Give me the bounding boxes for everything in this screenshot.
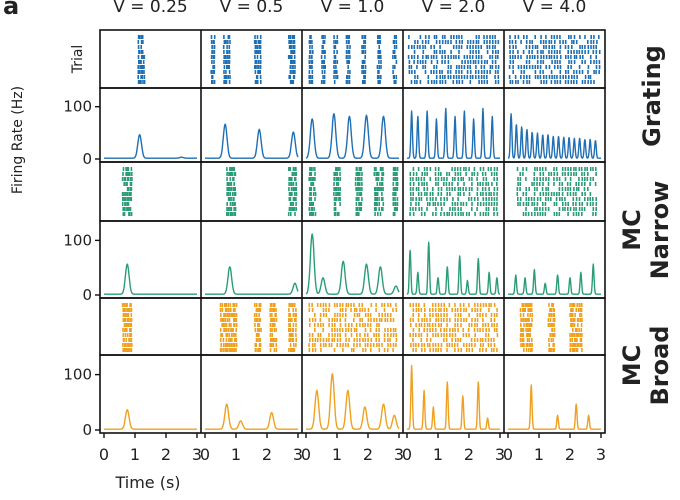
rate-line-0 — [103, 134, 198, 159]
y-axis-label-trial: Trial — [70, 45, 86, 75]
x-tick-label: 2 — [565, 445, 575, 464]
x-tick-label: 0 — [200, 445, 210, 464]
row-label-mc-broad: MC — [618, 345, 646, 387]
x-tick-label: 0 — [301, 445, 311, 464]
rate-line-4 — [507, 113, 602, 159]
rate-line-8 — [406, 241, 501, 295]
x-tick-label: 2 — [161, 445, 171, 464]
raster-mc-narrow-2 — [308, 167, 399, 216]
x-tick-label: 0 — [402, 445, 412, 464]
x-axis-label: Time (s) — [114, 473, 180, 492]
x-tick-label: 3 — [495, 445, 505, 464]
row-label-mc-narrow: MC — [618, 209, 646, 251]
raster-grating-4 — [508, 35, 601, 84]
row-frame-5 — [99, 354, 606, 434]
rate-line-13 — [406, 364, 501, 430]
rate-line-9 — [507, 263, 602, 295]
y-tick-label: 0 — [82, 150, 92, 168]
raster-grating-2 — [308, 35, 398, 84]
velocity-label: V = 1.0 — [321, 0, 385, 17]
x-tick-label: 1 — [534, 445, 544, 464]
x-tick-label: 2 — [464, 445, 474, 464]
raster-mc-broad-0 — [121, 303, 133, 352]
y-tick-label: 100 — [63, 98, 92, 116]
raster-grating-3 — [407, 35, 500, 84]
raster-mc-broad-4 — [519, 303, 583, 352]
rate-line-6 — [204, 266, 299, 295]
velocity-label: V = 2.0 — [422, 0, 486, 17]
x-tick-label: 1 — [332, 445, 342, 464]
rate-line-5 — [103, 263, 198, 295]
row-frame-3 — [99, 220, 606, 299]
rate-line-1 — [204, 123, 299, 159]
raster-mc-broad-2 — [308, 303, 398, 352]
y-tick-label: 100 — [63, 231, 92, 249]
x-tick-label: 1 — [433, 445, 443, 464]
x-tick-label: 3 — [596, 445, 606, 464]
x-tick-label: 3 — [192, 445, 202, 464]
x-tick-label: 0 — [99, 445, 109, 464]
rate-line-14 — [507, 384, 602, 430]
raster-mc-narrow-0 — [121, 167, 133, 216]
raster-mc-broad-3 — [409, 303, 499, 352]
x-tick-label: 2 — [363, 445, 373, 464]
raster-grating-1 — [210, 35, 296, 84]
row-label-mc-broad: Broad — [646, 326, 674, 406]
rate-line-11 — [204, 403, 299, 430]
velocity-label: V = 0.25 — [113, 0, 188, 17]
velocity-label: V = 4.0 — [523, 0, 587, 17]
y-axis-label-rate: Firing Rate (Hz) — [10, 86, 26, 194]
y-tick-label: 0 — [82, 421, 92, 439]
rate-line-3 — [406, 107, 501, 159]
raster-mc-broad-1 — [219, 303, 298, 352]
row-label-mc-narrow: Narrow — [646, 181, 674, 280]
x-tick-label: 1 — [231, 445, 241, 464]
rate-line-10 — [103, 409, 198, 430]
panel-letter: a — [3, 0, 19, 20]
rate-line-7 — [305, 233, 400, 295]
row-label-grating: Grating — [638, 45, 666, 147]
y-tick-label: 0 — [82, 286, 92, 304]
x-tick-label: 3 — [293, 445, 303, 464]
velocity-label: V = 0.5 — [220, 0, 284, 17]
rate-line-2 — [305, 113, 400, 159]
raster-mc-narrow-3 — [409, 167, 499, 216]
raster-mc-narrow-1 — [226, 167, 298, 216]
raster-mc-narrow-4 — [516, 167, 598, 216]
raster-grating-0 — [137, 35, 146, 84]
rate-line-12 — [305, 373, 400, 430]
x-tick-label: 1 — [130, 445, 140, 464]
y-tick-label: 100 — [63, 366, 92, 384]
x-tick-label: 2 — [262, 445, 272, 464]
x-tick-label: 3 — [394, 445, 404, 464]
x-tick-label: 0 — [503, 445, 513, 464]
